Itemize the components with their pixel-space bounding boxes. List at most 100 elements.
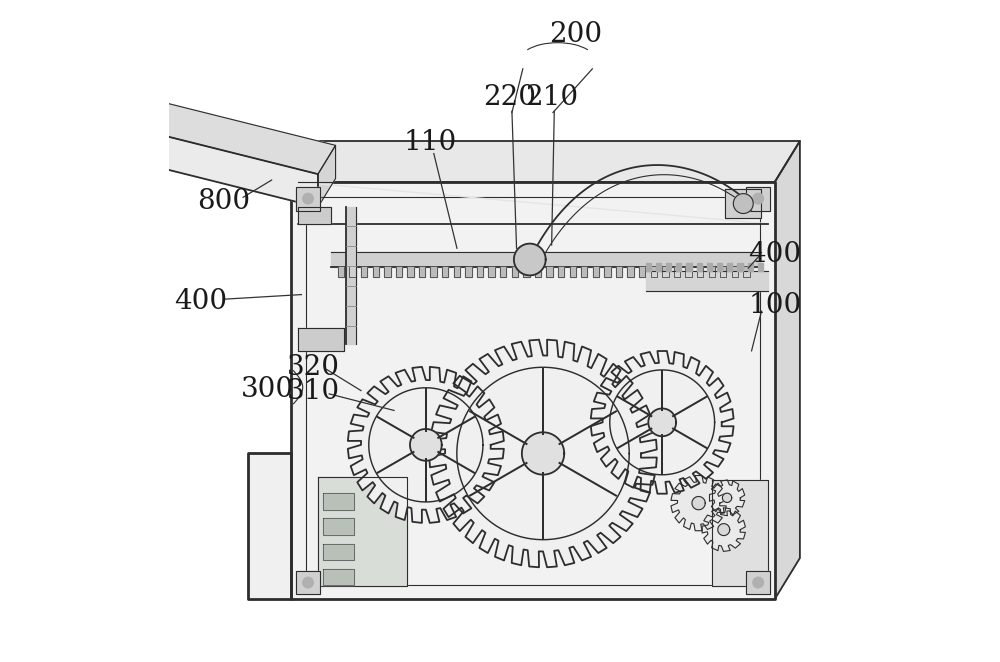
Polygon shape: [686, 263, 692, 271]
Polygon shape: [248, 453, 291, 599]
Polygon shape: [648, 408, 676, 436]
Polygon shape: [720, 267, 726, 277]
Polygon shape: [697, 267, 703, 277]
Polygon shape: [522, 432, 564, 475]
Polygon shape: [488, 267, 495, 277]
Text: 300: 300: [240, 376, 294, 402]
Polygon shape: [318, 477, 407, 586]
Circle shape: [303, 577, 313, 588]
Polygon shape: [500, 267, 506, 277]
Text: 200: 200: [550, 21, 603, 48]
Polygon shape: [651, 267, 657, 277]
Polygon shape: [616, 267, 622, 277]
Bar: [746, 187, 770, 211]
Bar: [746, 571, 770, 594]
Polygon shape: [133, 99, 336, 174]
Polygon shape: [692, 496, 705, 510]
Polygon shape: [758, 263, 763, 271]
Polygon shape: [737, 263, 743, 271]
Polygon shape: [419, 267, 425, 277]
Polygon shape: [709, 267, 715, 277]
Polygon shape: [718, 524, 730, 536]
Text: 210: 210: [525, 85, 578, 111]
Polygon shape: [465, 267, 472, 277]
Polygon shape: [666, 263, 671, 271]
Polygon shape: [512, 267, 518, 277]
Polygon shape: [646, 263, 651, 271]
Polygon shape: [702, 508, 745, 551]
Circle shape: [303, 193, 313, 204]
Polygon shape: [384, 267, 391, 277]
Polygon shape: [710, 480, 745, 516]
Polygon shape: [558, 267, 564, 277]
Polygon shape: [346, 207, 356, 344]
Polygon shape: [373, 267, 379, 277]
Polygon shape: [349, 267, 356, 277]
Polygon shape: [685, 267, 692, 277]
Polygon shape: [674, 267, 680, 277]
Polygon shape: [323, 569, 354, 585]
Polygon shape: [298, 328, 344, 351]
Polygon shape: [430, 267, 437, 277]
Polygon shape: [671, 475, 726, 531]
Bar: [746, 187, 770, 211]
Bar: [746, 571, 770, 594]
Polygon shape: [775, 141, 800, 599]
Polygon shape: [442, 267, 448, 277]
Polygon shape: [291, 182, 775, 599]
Bar: [296, 187, 320, 211]
Polygon shape: [722, 493, 732, 502]
Polygon shape: [604, 267, 611, 277]
Polygon shape: [318, 146, 336, 207]
Polygon shape: [338, 267, 344, 277]
Polygon shape: [712, 480, 768, 586]
Polygon shape: [298, 207, 331, 224]
Polygon shape: [298, 182, 768, 224]
Polygon shape: [570, 267, 576, 277]
Polygon shape: [331, 252, 761, 267]
Polygon shape: [725, 189, 761, 218]
Polygon shape: [291, 141, 800, 182]
Polygon shape: [133, 128, 318, 207]
Circle shape: [733, 193, 753, 213]
Polygon shape: [323, 544, 354, 560]
Text: 800: 800: [197, 189, 251, 215]
Polygon shape: [407, 267, 414, 277]
Text: 220: 220: [483, 85, 536, 111]
Text: 400: 400: [748, 242, 801, 268]
Polygon shape: [581, 267, 587, 277]
Bar: [296, 571, 320, 594]
Text: 310: 310: [287, 379, 340, 405]
Polygon shape: [523, 267, 530, 277]
Polygon shape: [396, 267, 402, 277]
Polygon shape: [410, 429, 442, 461]
Polygon shape: [454, 267, 460, 277]
Polygon shape: [732, 267, 738, 277]
Polygon shape: [697, 263, 702, 271]
Polygon shape: [535, 267, 541, 277]
Polygon shape: [323, 518, 354, 535]
Polygon shape: [707, 263, 712, 271]
Polygon shape: [743, 267, 750, 277]
Polygon shape: [361, 267, 367, 277]
Polygon shape: [727, 263, 732, 271]
Text: 110: 110: [404, 129, 457, 156]
Polygon shape: [639, 267, 645, 277]
Polygon shape: [591, 351, 734, 494]
Polygon shape: [717, 263, 722, 271]
Polygon shape: [593, 267, 599, 277]
Polygon shape: [323, 493, 354, 510]
Text: 400: 400: [174, 288, 227, 314]
Bar: [296, 571, 320, 594]
Text: 100: 100: [748, 293, 801, 319]
Polygon shape: [429, 340, 657, 567]
Polygon shape: [748, 263, 753, 271]
Polygon shape: [514, 244, 546, 275]
Text: 320: 320: [287, 354, 340, 381]
Polygon shape: [477, 267, 483, 277]
Polygon shape: [546, 267, 553, 277]
Bar: [296, 187, 320, 211]
Polygon shape: [656, 263, 661, 271]
Circle shape: [753, 193, 763, 204]
Polygon shape: [646, 271, 768, 291]
